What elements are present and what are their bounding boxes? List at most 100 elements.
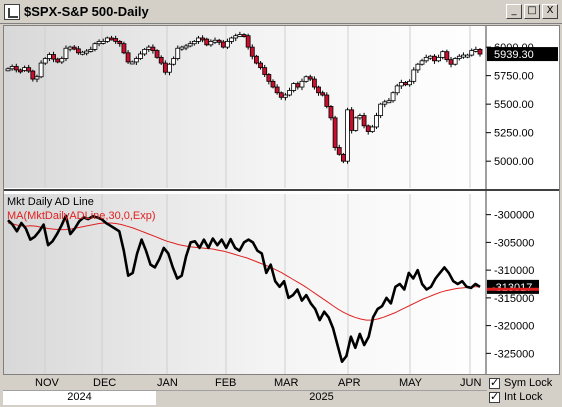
candle-body xyxy=(249,46,255,57)
candle-body xyxy=(328,106,334,119)
candle-body xyxy=(196,37,201,42)
ad-tick-label: -315000 xyxy=(494,293,534,305)
candle-body xyxy=(26,67,32,72)
candle-body xyxy=(436,56,441,62)
int-lock-label: Int Lock xyxy=(504,391,543,403)
indicator-title: Mkt Daily AD Line xyxy=(7,196,94,208)
candle-body xyxy=(274,86,280,94)
candle-body xyxy=(307,76,313,80)
candle-body xyxy=(121,43,127,54)
candle-body xyxy=(162,62,168,73)
candle-body xyxy=(150,46,156,51)
candle-body xyxy=(473,48,479,52)
candle-body xyxy=(295,83,301,88)
candle-body xyxy=(191,41,197,45)
candle-body xyxy=(142,48,148,55)
ad-axis: -300000 -305000 -310000 -315000 -320000 -3250… xyxy=(486,210,534,360)
int-lock-option[interactable]: Int Lock xyxy=(489,390,543,405)
candle-body xyxy=(340,153,346,162)
candle-body xyxy=(104,37,110,42)
candle-body xyxy=(84,50,90,54)
candle-body xyxy=(154,50,160,58)
candle-body xyxy=(382,101,388,105)
candle-body xyxy=(200,37,205,41)
month-label: APR xyxy=(338,377,361,389)
price-tick-label: 5250.00 xyxy=(494,128,534,140)
sym-lock-label: Sym Lock xyxy=(504,377,553,389)
candle-body xyxy=(369,126,375,132)
int-lock-checkbox[interactable] xyxy=(489,390,500,403)
sym-lock-option[interactable]: Sym Lock xyxy=(489,376,553,391)
candle-body xyxy=(67,46,73,50)
candle-body xyxy=(117,41,123,45)
candle-body xyxy=(220,41,226,48)
candle-body xyxy=(262,67,268,75)
candle-body xyxy=(411,69,417,82)
candle-body xyxy=(51,54,56,60)
candle-body xyxy=(212,39,218,43)
candle-body xyxy=(456,55,462,59)
candle-body xyxy=(332,117,338,148)
candle-body xyxy=(63,47,69,59)
year-label-2024: 2024 xyxy=(3,391,156,405)
candle-body xyxy=(241,34,247,37)
candle-body xyxy=(254,55,259,64)
candle-body xyxy=(42,58,48,64)
ad-tick-label: -325000 xyxy=(494,348,534,360)
candle-body xyxy=(419,60,425,65)
sym-lock-checkbox[interactable] xyxy=(489,376,500,389)
candle-body xyxy=(469,50,475,56)
price-candles xyxy=(5,31,483,164)
month-label: JAN xyxy=(157,377,178,389)
candle-body xyxy=(432,55,437,62)
candle-body xyxy=(374,115,379,128)
ma-legend: MA(MktDailyADLine,30,0,Exp) xyxy=(7,210,156,222)
candle-body xyxy=(88,48,94,52)
date-axis: NOV DEC JAN FEB MAR APR MAY JUN xyxy=(3,376,487,390)
chart-app-icon xyxy=(4,4,20,20)
candle-body xyxy=(427,55,433,59)
candle-body xyxy=(386,100,392,104)
candle-body xyxy=(365,125,371,132)
candle-body xyxy=(258,62,263,69)
last-ma-marker xyxy=(487,287,539,291)
candle-body xyxy=(320,92,326,96)
candle-body xyxy=(187,43,193,47)
candle-body xyxy=(96,41,102,45)
maximize-button[interactable]: □ xyxy=(524,4,540,19)
candle-body xyxy=(71,46,77,50)
candle-body xyxy=(13,66,19,71)
candle-body xyxy=(233,35,239,39)
candle-body xyxy=(353,117,359,131)
candle-body xyxy=(59,58,65,63)
candle-body xyxy=(146,46,152,50)
candle-body xyxy=(390,92,396,102)
candle-body xyxy=(270,80,276,88)
candle-body xyxy=(113,38,119,42)
month-label: FEB xyxy=(215,377,237,389)
candle-body xyxy=(175,47,181,59)
candle-body xyxy=(349,109,355,131)
candle-body xyxy=(167,63,172,73)
candle-body xyxy=(179,46,185,50)
candle-body xyxy=(357,115,363,119)
close-button[interactable]: X xyxy=(542,4,558,19)
candle-body xyxy=(158,56,164,64)
candle-body xyxy=(245,35,251,48)
last-price-label-bg xyxy=(487,47,558,62)
candle-body xyxy=(287,90,292,96)
candle-body xyxy=(125,52,131,63)
candle-body xyxy=(204,38,210,46)
minimize-button[interactable]: _ xyxy=(506,4,522,19)
year-label-2025: 2025 xyxy=(309,391,334,403)
last-value-labels: 5939.30-313017 xyxy=(487,47,558,294)
month-label: NOV xyxy=(35,377,59,389)
candle-body xyxy=(266,74,272,82)
candle-body xyxy=(440,51,446,58)
candle-body xyxy=(291,83,297,91)
candle-body xyxy=(138,53,143,59)
candle-body xyxy=(171,58,177,65)
candle-body xyxy=(407,80,413,86)
